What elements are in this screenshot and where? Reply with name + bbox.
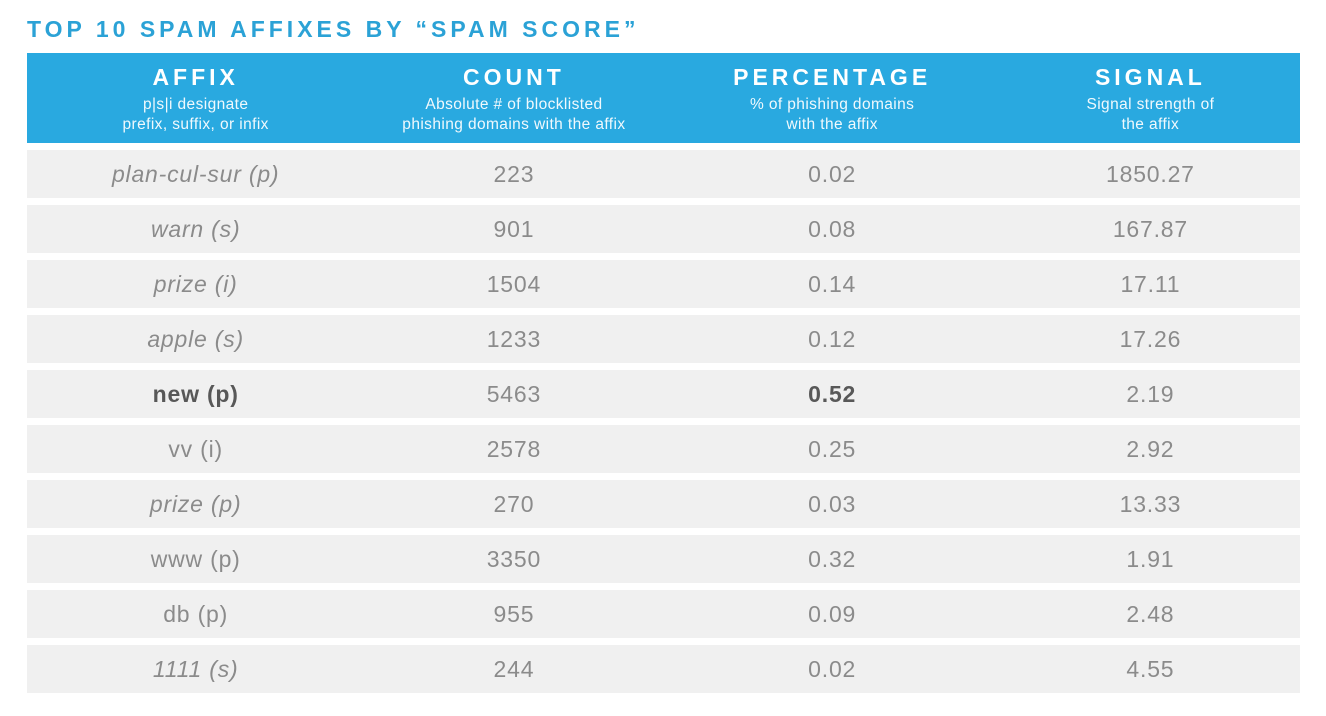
cell-percentage: 0.25 <box>808 435 857 462</box>
cell-count: 2578 <box>486 435 542 462</box>
header-sublabel-line: p|s|i designate <box>142 95 249 113</box>
header-sublabel-line: Absolute # of blocklisted <box>425 95 603 113</box>
header-sublabel-line: phishing domains with the affix <box>402 115 626 133</box>
cell-affix: plan-cul-sur (p) <box>111 160 280 187</box>
cell-count: 3350 <box>486 545 542 572</box>
header-cell-signal: SIGNAL Signal strength of the affix <box>1001 53 1300 143</box>
cell-signal: 2.48 <box>1126 600 1175 627</box>
table-row: www (p) 3350 0.32 1.91 <box>27 535 1300 583</box>
cell-affix: 1111 (s) <box>152 655 239 682</box>
cell-signal: 1850.27 <box>1106 160 1195 187</box>
header-cell-count: COUNT Absolute # of blocklisted phishing… <box>364 53 663 143</box>
header-sublabel-line: with the affix <box>786 115 878 133</box>
header-label-signal: SIGNAL <box>1094 63 1206 90</box>
cell-affix: prize (i) <box>153 270 238 297</box>
cell-count: 1504 <box>486 270 542 297</box>
cell-count: 223 <box>493 160 535 187</box>
table-body: plan-cul-sur (p) 223 0.02 1850.27 warn (s) 90… <box>27 150 1300 693</box>
cell-affix: prize (p) <box>149 490 242 517</box>
header-sublabel-count: Absolute # of blocklisted phishing domai… <box>402 95 625 135</box>
cell-percentage: 0.12 <box>808 325 857 352</box>
cell-signal: 167.87 <box>1112 215 1188 242</box>
cell-percentage: 0.03 <box>808 490 857 517</box>
cell-affix: www (p) <box>150 545 241 572</box>
header-label-percentage: PERCENTAGE <box>733 63 932 90</box>
header-sublabel-percentage: % of phishing domains with the affix <box>750 95 914 135</box>
table-row: db (p) 955 0.09 2.48 <box>27 590 1300 638</box>
table-row: vv (i) 2578 0.25 2.92 <box>27 425 1300 473</box>
cell-signal: 1.91 <box>1126 545 1175 572</box>
cell-count: 244 <box>493 655 535 682</box>
header-label-affix: AFFIX <box>152 63 239 90</box>
cell-signal: 2.92 <box>1126 435 1175 462</box>
cell-signal: 4.55 <box>1126 655 1175 682</box>
cell-affix: apple (s) <box>147 325 245 352</box>
table-row: plan-cul-sur (p) 223 0.02 1850.27 <box>27 150 1300 198</box>
cell-percentage: 0.08 <box>808 215 857 242</box>
cell-signal: 13.33 <box>1119 490 1182 517</box>
header-sublabel-line: the affix <box>1121 115 1180 133</box>
header-sublabel-affix: p|s|i designate prefix, suffix, or infix <box>123 95 269 135</box>
cell-affix: db (p) <box>163 600 229 627</box>
cell-affix: new (p) <box>152 380 239 407</box>
header-cell-affix: AFFIX p|s|i designate prefix, suffix, or… <box>27 53 364 143</box>
cell-count: 955 <box>493 600 535 627</box>
table-row: prize (p) 270 0.03 13.33 <box>27 480 1300 528</box>
header-sublabel-line: prefix, suffix, or infix <box>122 115 269 133</box>
cell-percentage: 0.32 <box>808 545 857 572</box>
cell-signal: 17.26 <box>1119 325 1182 352</box>
cell-affix: vv (i) <box>168 435 223 462</box>
cell-count: 901 <box>493 215 535 242</box>
cell-percentage: 0.02 <box>808 160 857 187</box>
table-row: prize (i) 1504 0.14 17.11 <box>27 260 1300 308</box>
header-sublabel-line: Signal strength of <box>1086 95 1215 113</box>
cell-percentage: 0.02 <box>808 655 857 682</box>
header-sublabel-signal: Signal strength of the affix <box>1086 95 1214 135</box>
cell-percentage: 0.14 <box>808 270 857 297</box>
header-label-count: COUNT <box>463 63 565 90</box>
header-sublabel-line: % of phishing domains <box>749 95 915 113</box>
cell-affix: warn (s) <box>150 215 241 242</box>
cell-percentage: 0.09 <box>808 600 857 627</box>
cell-signal: 2.19 <box>1126 380 1175 407</box>
table-row: apple (s) 1233 0.12 17.26 <box>27 315 1300 363</box>
cell-count: 270 <box>493 490 535 517</box>
cell-signal: 17.11 <box>1120 270 1181 297</box>
cell-count: 5463 <box>486 380 542 407</box>
page-title: TOP 10 SPAM AFFIXES BY “SPAM SCORE” <box>27 16 640 42</box>
cell-percentage: 0.52 <box>808 380 857 407</box>
table-row: warn (s) 901 0.08 167.87 <box>27 205 1300 253</box>
cell-count: 1233 <box>486 325 542 352</box>
table-row: 1111 (s) 244 0.02 4.55 <box>27 645 1300 693</box>
table-header: AFFIX p|s|i designate prefix, suffix, or… <box>27 53 1300 143</box>
spam-affix-table: AFFIX p|s|i designate prefix, suffix, or… <box>27 53 1300 700</box>
header-cell-percentage: PERCENTAGE % of phishing domains with th… <box>663 53 1000 143</box>
table-row: new (p) 5463 0.52 2.19 <box>27 370 1300 418</box>
